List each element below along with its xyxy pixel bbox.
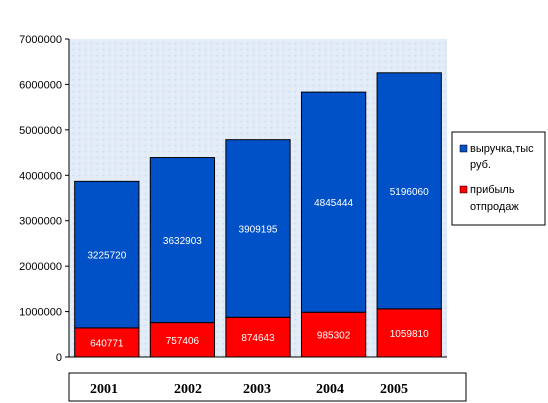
year-label: 2001 (90, 382, 118, 397)
year-table-box (68, 372, 467, 402)
legend-label-revenue-line1: выручка,тыс (470, 143, 534, 155)
bars (74, 72, 442, 358)
y-tick-label: 4000000 (19, 170, 62, 182)
y-tick-label: 7000000 (19, 34, 62, 46)
data-label-profit: 985302 (317, 331, 351, 342)
bar-segment-revenue (300, 91, 367, 313)
legend-label-profit-line1: прибыль (470, 184, 515, 196)
y-axis: 0 1000000 2000000 3000000 4000000 5000000 6000… (19, 34, 69, 364)
legend-swatch-profit (459, 185, 468, 194)
data-label-revenue: 5196060 (390, 187, 429, 198)
y-tick-label: 2000000 (19, 261, 62, 273)
data-label-profit: 640771 (90, 338, 124, 349)
bar-segment-revenue (376, 72, 442, 310)
bar-segment-revenue (149, 157, 216, 324)
legend-swatch-revenue (459, 144, 468, 153)
bar-segment-profit (149, 322, 216, 358)
year-labels: 2001 2002 2003 2004 2005 (90, 382, 408, 397)
bar-segment-profit (376, 308, 442, 358)
legend-label-revenue-line2: руб. (470, 159, 491, 171)
data-label-profit: 1059810 (390, 329, 429, 340)
legend: выручка,тыс руб. прибыль отпродаж (451, 131, 546, 226)
year-label: 2002 (174, 382, 202, 397)
data-label-profit: 757406 (166, 336, 200, 347)
data-label-profit: 874643 (241, 333, 275, 344)
y-tick-label: 1000000 (19, 307, 62, 319)
y-tick-label: 0 (56, 352, 62, 364)
data-label-revenue: 3909195 (239, 224, 278, 235)
legend-box (451, 131, 546, 226)
year-label: 2003 (243, 382, 271, 397)
bar-segment-profit (300, 311, 367, 358)
data-label-revenue: 3632903 (163, 236, 202, 247)
data-label-revenue: 3225720 (87, 251, 126, 262)
bar-segment-revenue (225, 139, 291, 318)
year-label: 2005 (380, 382, 408, 397)
data-labels: 640771 3225720 757406 3632903 874643 3909195 9… (87, 187, 429, 350)
y-tick-label: 5000000 (19, 125, 62, 137)
y-tick-label: 3000000 (19, 216, 62, 228)
bar-segment-revenue (74, 180, 140, 329)
bar-segment-profit (74, 327, 140, 358)
year-label: 2004 (316, 382, 344, 397)
legend-label-profit-line2: отпродаж (470, 201, 519, 213)
y-tick-label: 6000000 (19, 79, 62, 91)
data-label-revenue: 4845444 (314, 198, 353, 209)
bar-segment-profit (225, 316, 291, 358)
